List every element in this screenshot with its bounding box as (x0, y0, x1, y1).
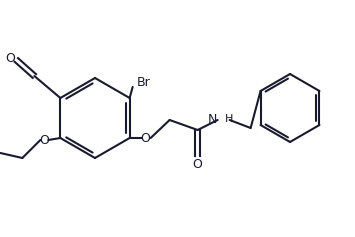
Text: O: O (141, 132, 151, 145)
Text: H: H (225, 114, 233, 124)
Text: O: O (39, 133, 49, 146)
Text: N: N (207, 113, 217, 126)
Text: O: O (193, 158, 203, 170)
Text: Br: Br (137, 76, 151, 88)
Text: O: O (5, 51, 15, 64)
